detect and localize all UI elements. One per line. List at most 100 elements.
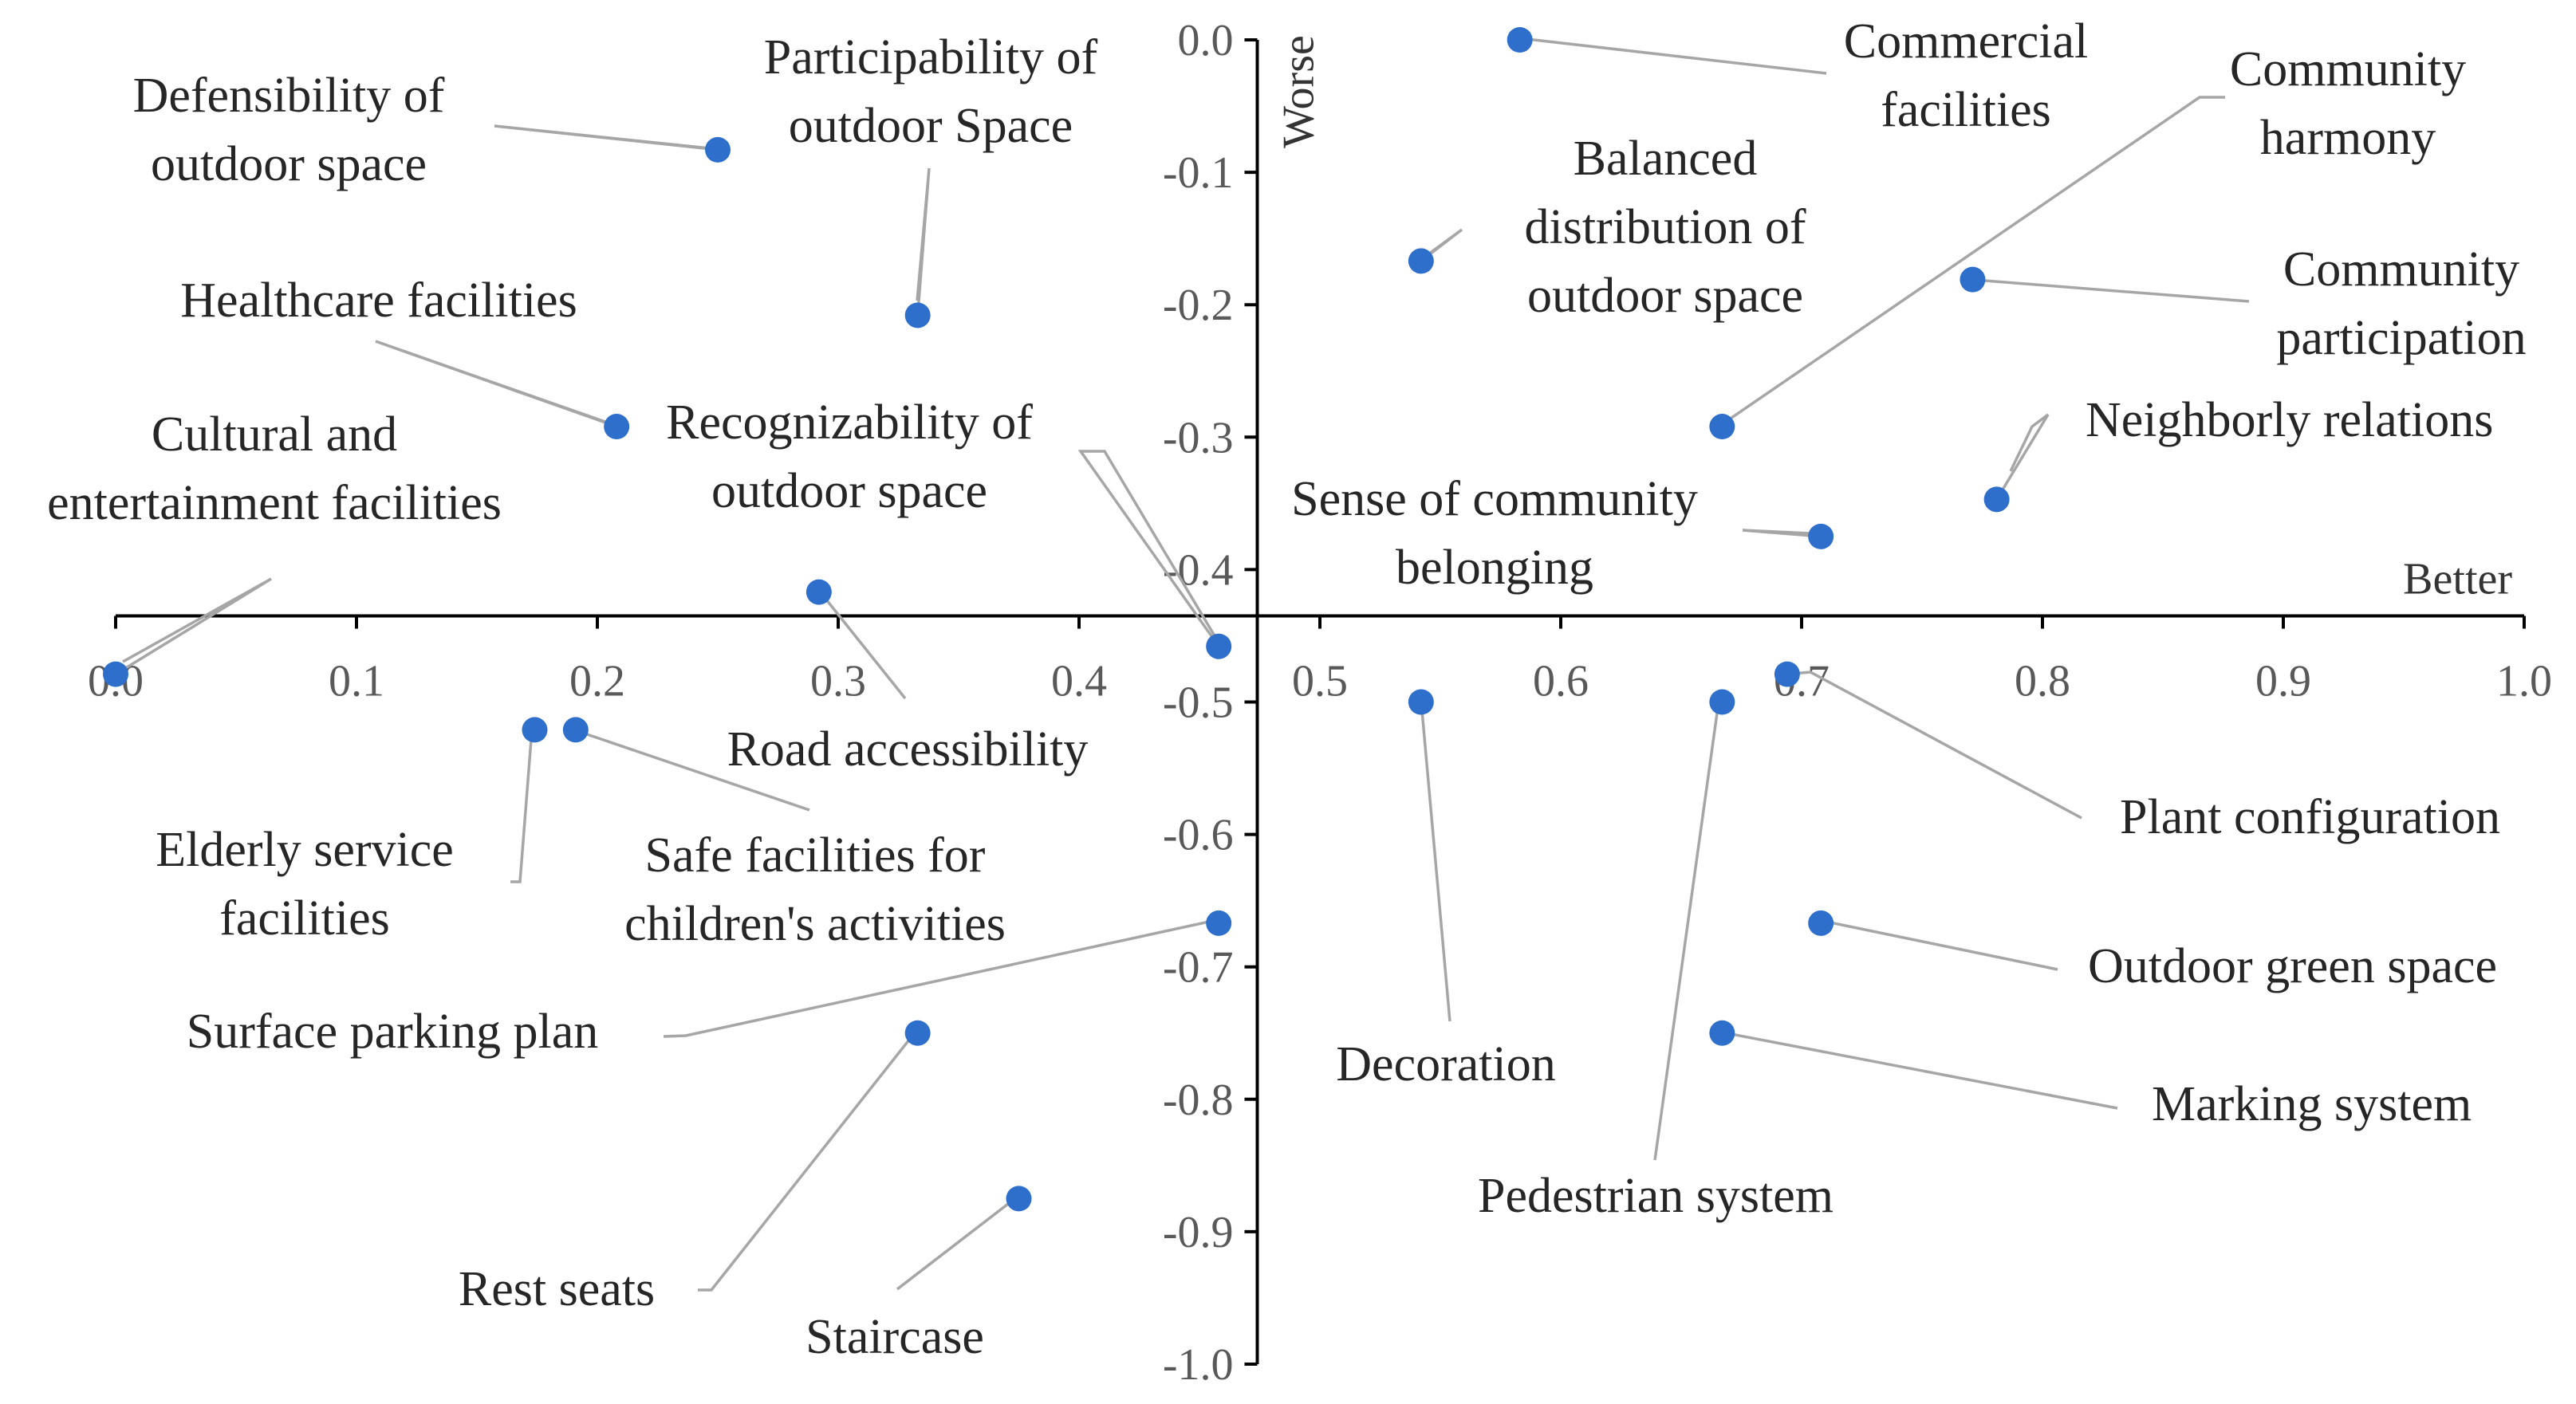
y-tick-label: -0.7 xyxy=(1163,943,1234,993)
data-point xyxy=(1808,523,1834,549)
x-tick-label: 0.8 xyxy=(2015,657,2070,706)
point-label: Decoration xyxy=(1336,1037,1555,1091)
data-points xyxy=(103,27,2010,1212)
point-label-line: facilities xyxy=(1881,83,2050,137)
point-label: Elderly service facilities xyxy=(156,823,454,946)
y-tick-label: -0.4 xyxy=(1163,545,1234,595)
x-tick-label: 0.6 xyxy=(1533,657,1589,706)
y-axis-title: Worse xyxy=(1274,35,1323,148)
point-label-line: participation xyxy=(2276,311,2526,365)
point-label: Defensibility of outdoor space xyxy=(133,69,445,191)
point-label-line: Balanced xyxy=(1574,132,1758,186)
point-label-line: outdoor Space xyxy=(789,99,1073,153)
point-labels: Commercial facilities Defensibility of outd… xyxy=(47,14,2527,1364)
point-label: Healthcare facilities xyxy=(180,273,577,328)
leader-line xyxy=(1077,450,1220,647)
data-point xyxy=(103,661,128,687)
leader-line xyxy=(1820,920,2058,971)
data-point xyxy=(1774,661,1800,687)
point-label: Sense of community belonging xyxy=(1291,472,1698,595)
data-point xyxy=(904,1020,931,1046)
data-point xyxy=(1408,248,1434,274)
point-label: Road accessibility xyxy=(727,722,1089,777)
point-label-line: Neighborly relations xyxy=(2086,393,2493,447)
data-point xyxy=(1983,486,2010,513)
point-label-line: entertainment facilities xyxy=(47,476,502,530)
data-point xyxy=(1408,689,1434,715)
data-point xyxy=(1808,910,1834,936)
leader-line xyxy=(1420,701,1451,1022)
data-point xyxy=(904,302,931,328)
leader-line xyxy=(1995,413,2050,501)
y-tick-label: -0.3 xyxy=(1163,413,1234,462)
point-label: Plant configuration xyxy=(2120,790,2500,844)
point-label-line: belonging xyxy=(1396,541,1593,595)
point-label-line: Staircase xyxy=(805,1310,984,1364)
point-label: Commercial facilities xyxy=(1844,14,2088,137)
point-label-line: children's activities xyxy=(624,897,1006,951)
leader-line xyxy=(1653,700,1723,1161)
point-label-line: Healthcare facilities xyxy=(180,273,577,328)
y-tick-label: -0.2 xyxy=(1163,281,1234,330)
y-tick-label: -0.5 xyxy=(1163,678,1234,728)
point-label-line: Community xyxy=(2283,242,2519,297)
point-label-line: Plant configuration xyxy=(2120,790,2500,844)
data-point xyxy=(1006,1186,1032,1212)
point-label-line: Safe facilities for xyxy=(645,828,986,883)
point-label-line: Marking system xyxy=(2152,1077,2472,1131)
x-tick-label: 0.1 xyxy=(329,657,384,706)
leader-line xyxy=(1972,277,2250,303)
x-tick-label: 0.4 xyxy=(1051,657,1107,706)
point-label-line: Elderly service xyxy=(156,823,454,877)
x-tick-label: 1.0 xyxy=(2496,657,2552,706)
y-tick-label: -1.0 xyxy=(1163,1340,1234,1390)
point-label-line: Commercial xyxy=(1844,14,2088,69)
data-point xyxy=(1507,27,1533,53)
data-point xyxy=(562,717,589,743)
leader-line xyxy=(115,577,272,676)
data-point xyxy=(705,136,731,163)
data-point xyxy=(1709,1020,1735,1046)
x-axis-title: Better xyxy=(2403,555,2512,604)
y-tick-label: -0.6 xyxy=(1163,811,1234,860)
x-tick-label: 0.2 xyxy=(569,657,625,706)
point-label-line: Pedestrian system xyxy=(1478,1169,1834,1223)
x-tick-label: 0.9 xyxy=(2255,657,2311,706)
data-point xyxy=(604,414,630,440)
point-label: Marking system xyxy=(2152,1077,2472,1131)
x-tick-label: 0.5 xyxy=(1292,657,1348,706)
point-label-line: Defensibility of xyxy=(133,69,445,123)
point-label: Pedestrian system xyxy=(1478,1169,1834,1223)
leader-line xyxy=(1719,96,2225,427)
data-point xyxy=(805,579,832,605)
point-label-line: Recognizability of xyxy=(666,395,1033,450)
data-point xyxy=(1206,910,1232,936)
point-label-line: Surface parking plan xyxy=(187,1005,598,1059)
point-label-line: Community xyxy=(2230,42,2466,96)
point-label: Cultural and entertainment facilities xyxy=(47,407,502,530)
point-label-line: harmony xyxy=(2260,111,2436,165)
data-point xyxy=(1206,633,1232,659)
leader-line xyxy=(916,167,931,316)
x-axis-ticks: 0.00.10.20.30.40.50.60.70.80.91.0 xyxy=(88,615,2552,706)
leader-line xyxy=(896,1193,1021,1291)
point-label: Community participation xyxy=(2276,242,2526,365)
leader-line xyxy=(494,124,719,151)
point-label: Recognizability of outdoor space xyxy=(666,395,1033,518)
point-label: Community harmony xyxy=(2230,42,2466,165)
axes: 0.00.10.20.30.40.50.60.70.80.91.0 0.0-0.… xyxy=(88,16,2552,1390)
data-point xyxy=(1709,689,1735,715)
point-label: Neighborly relations xyxy=(2086,393,2493,447)
data-point xyxy=(522,717,548,743)
leader-line xyxy=(698,1029,919,1292)
point-label-line: Participability of xyxy=(764,30,1098,85)
y-tick-label: -0.9 xyxy=(1163,1208,1234,1257)
point-label-line: outdoor space xyxy=(1527,269,1803,323)
y-tick-label: -0.1 xyxy=(1163,148,1234,198)
point-label-line: Decoration xyxy=(1336,1037,1555,1091)
point-label-line: facilities xyxy=(219,891,389,946)
leader-line xyxy=(1718,1030,2118,1110)
point-label-line: outdoor space xyxy=(711,464,987,518)
point-label: Safe facilities for children's activities xyxy=(624,828,1006,951)
